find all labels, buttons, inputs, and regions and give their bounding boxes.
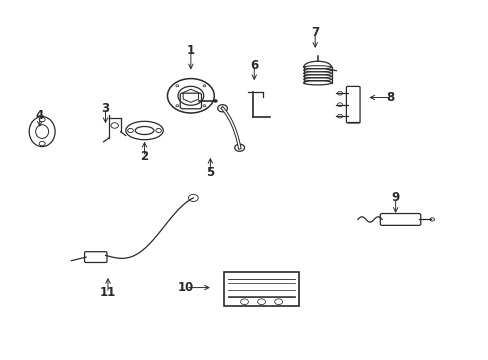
Text: 7: 7 — [310, 27, 319, 40]
Text: 6: 6 — [250, 59, 258, 72]
Text: 8: 8 — [386, 91, 394, 104]
Text: 9: 9 — [391, 192, 399, 204]
Text: 3: 3 — [102, 102, 109, 115]
Bar — [224, 273, 299, 306]
Text: 10: 10 — [178, 281, 194, 294]
Text: 1: 1 — [186, 44, 195, 57]
Text: 4: 4 — [36, 109, 44, 122]
Circle shape — [213, 100, 217, 102]
Text: 5: 5 — [206, 166, 214, 179]
Text: 11: 11 — [100, 287, 116, 300]
Text: 2: 2 — [140, 150, 148, 163]
